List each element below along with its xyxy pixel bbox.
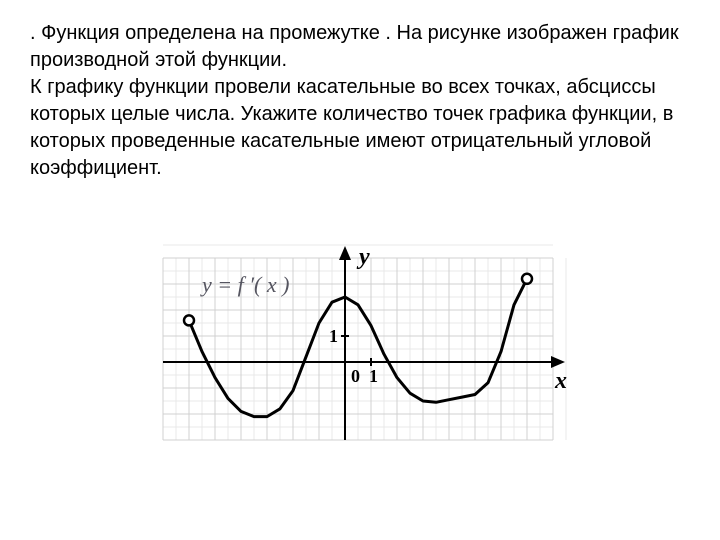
svg-text:0: 0 bbox=[351, 366, 360, 386]
svg-text:1: 1 bbox=[329, 326, 338, 346]
problem-line-1: . Функция определена на промежутке . На … bbox=[30, 22, 679, 71]
derivative-chart: y x 01 1 y = f ′( x ) bbox=[145, 192, 575, 482]
svg-text:y: y bbox=[356, 244, 370, 270]
svg-text:x: x bbox=[554, 368, 567, 394]
chart-container: y x 01 1 y = f ′( x ) bbox=[30, 192, 690, 482]
problem-text: . Функция определена на промежутке . На … bbox=[30, 20, 690, 182]
svg-text:1: 1 bbox=[369, 366, 378, 386]
svg-text:y = f ′( x ): y = f ′( x ) bbox=[200, 272, 289, 297]
problem-line-2: К графику функции провели касательные во… bbox=[30, 76, 673, 179]
